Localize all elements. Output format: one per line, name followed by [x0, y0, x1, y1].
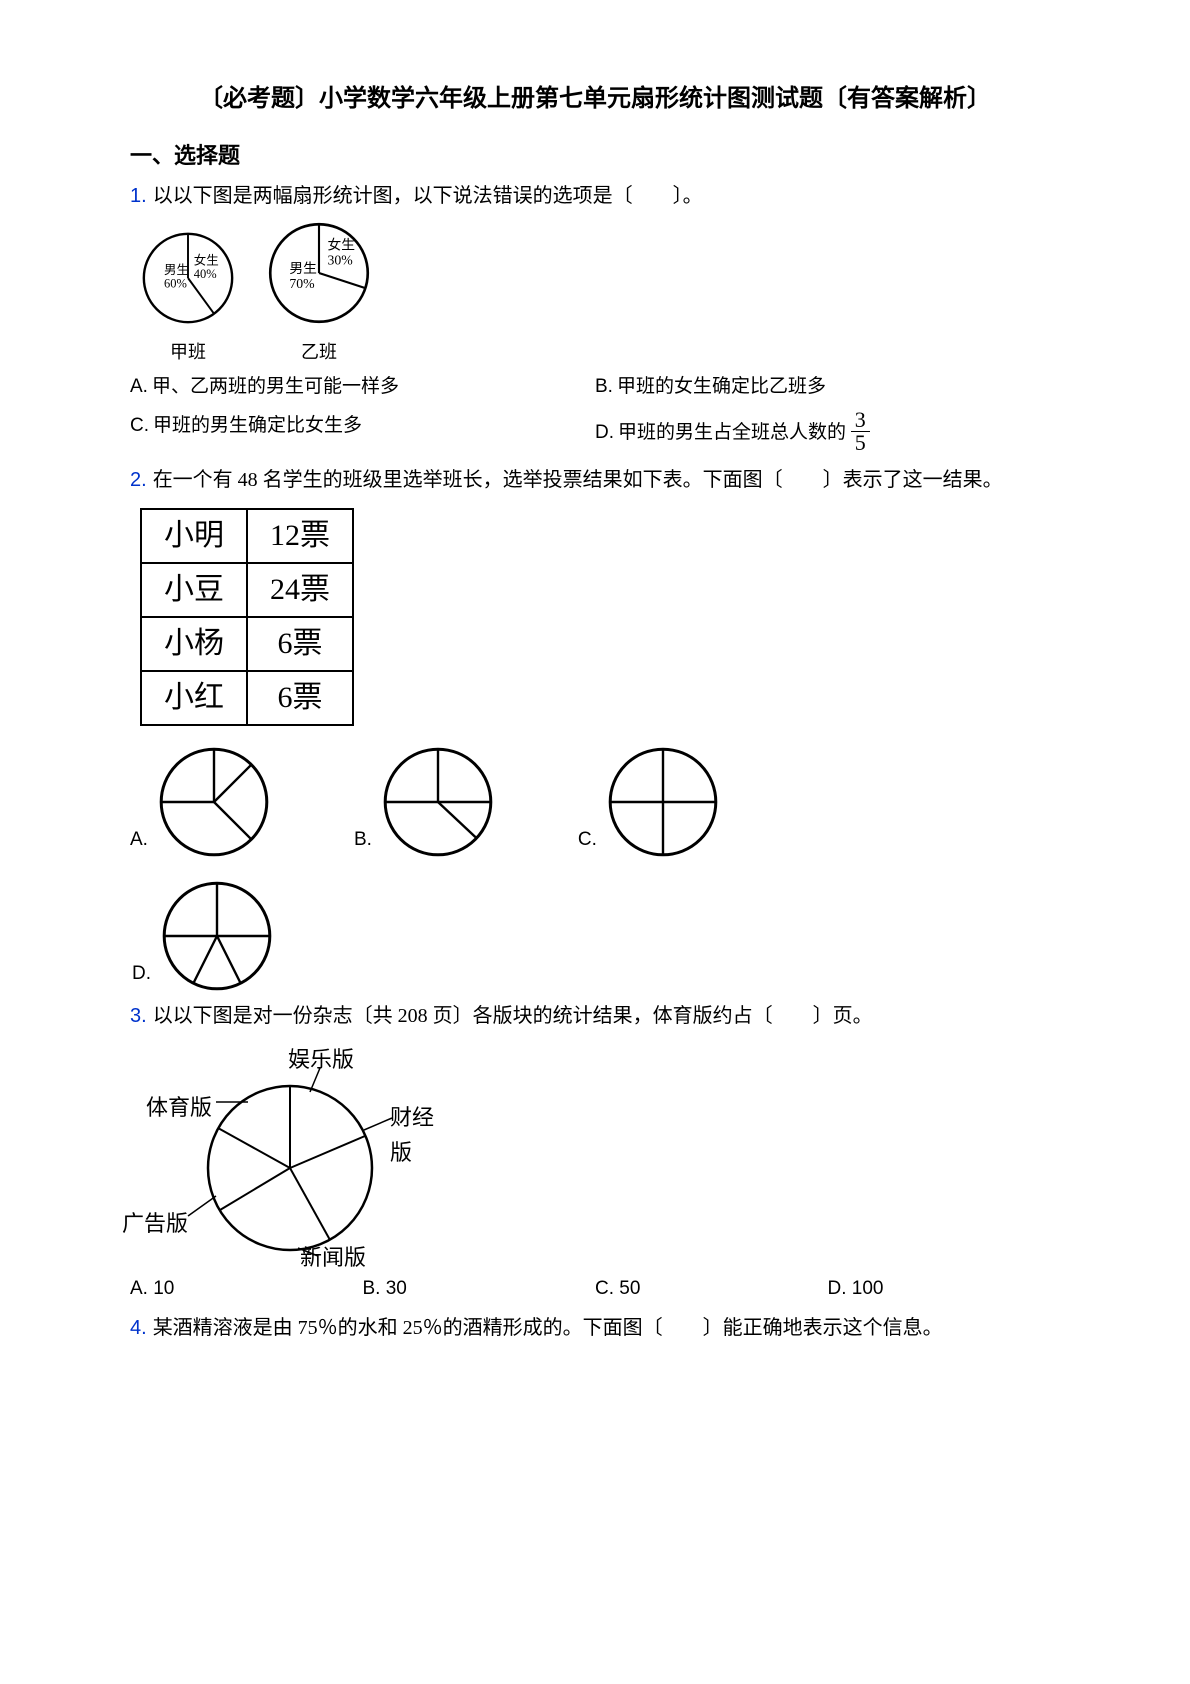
- section-heading: 一、选择题: [130, 138, 1060, 173]
- q2-opt-d: D.: [130, 876, 1060, 996]
- q2-text: 在一个有 48 名学生的班级里选举班长，选举投票结果如下表。下面图〔 〕表示了这…: [153, 469, 1003, 491]
- svg-text:女生: 女生: [327, 236, 355, 252]
- q2-opt-b: B.: [354, 742, 498, 862]
- svg-text:70%: 70%: [289, 275, 314, 290]
- table-row: 小红6票: [141, 671, 353, 725]
- q4: 4. 某酒精溶液是由 75％的水和 25％的酒精形成的。下面图〔 〕能正确地表示这…: [130, 1312, 1060, 1344]
- q3-label-left2: 广告版: [122, 1206, 188, 1241]
- svg-text:40%: 40%: [194, 267, 217, 281]
- q4-number: 4.: [130, 1317, 147, 1339]
- q2-vote-table: 小明12票 小豆24票 小杨6票 小红6票: [140, 508, 354, 726]
- q3-text: 以以下图是对一份杂志〔共 208 页〕各版块的统计结果，体育版约占〔 〕页。: [153, 1005, 873, 1027]
- q1-pie-a: 男生 60% 女生 40%: [140, 230, 236, 326]
- q1-options: A.甲、乙两班的男生可能一样多 B.甲班的女生确定比乙班多 C.甲班的男生确定比…: [130, 372, 1060, 455]
- q3-opt-c: C. 50: [595, 1274, 828, 1304]
- table-row: 小杨6票: [141, 617, 353, 671]
- q1-number: 1.: [130, 185, 147, 207]
- q3-chart: 娱乐版 体育版 财经版 广告版 新闻版: [140, 1038, 450, 1268]
- q1-text: 以以下图是两幅扇形统计图，以下说法错误的选项是〔 〕。: [153, 185, 703, 207]
- q1-pies: 男生 60% 女生 40% 甲班 男生 70% 女生 30% 乙班: [140, 220, 1060, 367]
- q3-label-left1: 体育版: [146, 1090, 212, 1125]
- q3-label-bottom: 新闻版: [300, 1240, 366, 1275]
- q2: 2. 在一个有 48 名学生的班级里选举班长，选举投票结果如下表。下面图〔 〕表示…: [130, 464, 1060, 496]
- svg-text:女生: 女生: [194, 252, 219, 267]
- svg-text:60%: 60%: [164, 276, 187, 290]
- q1-pie-b: 男生 70% 女生 30%: [266, 220, 372, 326]
- q1-opt-c: C.甲班的男生确定比女生多: [130, 411, 595, 456]
- svg-text:男生: 男生: [289, 261, 317, 276]
- q3: 3. 以以下图是对一份杂志〔共 208 页〕各版块的统计结果，体育版约占〔 〕页。: [130, 1000, 1060, 1032]
- q2-opt-c: C.: [578, 742, 723, 862]
- q1-pie-a-label: 甲班: [140, 338, 236, 367]
- q4-text: 某酒精溶液是由 75％的水和 25％的酒精形成的。下面图〔 〕能正确地表示这个信…: [153, 1317, 943, 1339]
- table-row: 小明12票: [141, 509, 353, 563]
- q3-opt-d: D. 100: [828, 1274, 1061, 1304]
- q3-label-top: 娱乐版: [288, 1042, 354, 1077]
- q3-number: 3.: [130, 1005, 147, 1027]
- table-row: 小豆24票: [141, 563, 353, 617]
- page-title: 〔必考题〕小学数学六年级上册第七单元扇形统计图测试题〔有答案解析〕: [130, 80, 1060, 118]
- q3-opt-b: B. 30: [363, 1274, 596, 1304]
- q1-opt-b: B.甲班的女生确定比乙班多: [595, 372, 1060, 402]
- q3-label-right: 财经版: [390, 1100, 450, 1170]
- svg-text:30%: 30%: [327, 252, 352, 267]
- q3-opt-a: A. 10: [130, 1274, 363, 1304]
- q1-opt-d: D.甲班的男生占全班总人数的 35: [595, 411, 1060, 456]
- q2-circle-options-row1: A. B. C.: [130, 742, 1060, 862]
- q1: 1. 以以下图是两幅扇形统计图，以下说法错误的选项是〔 〕。: [130, 180, 1060, 212]
- q1-pie-b-label: 乙班: [266, 338, 372, 367]
- q2-opt-a: A.: [130, 742, 274, 862]
- q3-options: A. 10 B. 30 C. 50 D. 100: [130, 1274, 1060, 1304]
- svg-text:男生: 男生: [164, 263, 189, 277]
- q1-opt-a: A.甲、乙两班的男生可能一样多: [130, 372, 595, 402]
- q2-number: 2.: [130, 469, 147, 491]
